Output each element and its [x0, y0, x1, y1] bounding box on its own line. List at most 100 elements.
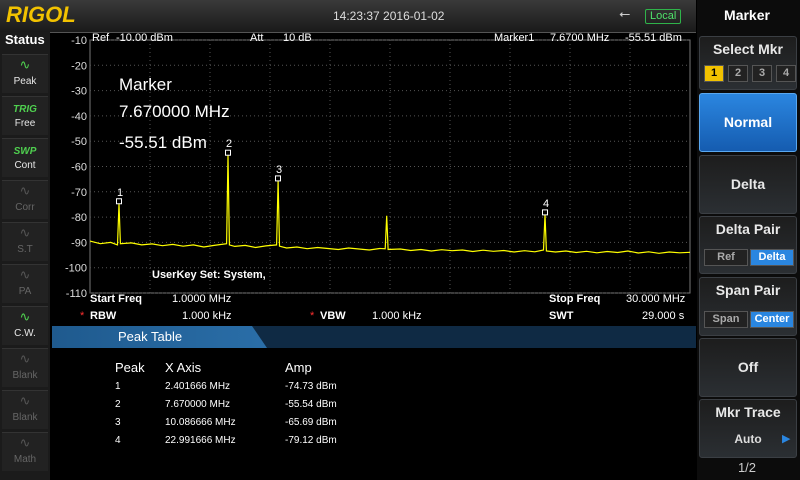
- status-item: ∿ S.T: [2, 222, 48, 261]
- y-tick-label: -10: [71, 35, 87, 47]
- vbw-value: 1.000 kHz: [372, 310, 422, 322]
- y-tick-label: -30: [71, 86, 87, 98]
- table-cell: 2.401666 MHz: [165, 381, 231, 392]
- table-cell: 1: [115, 381, 121, 392]
- marker-label: 4: [543, 198, 549, 210]
- usb-icon: ⭠: [619, 5, 631, 21]
- ref-label: Ref: [92, 32, 110, 44]
- y-tick-label: -110: [66, 288, 87, 300]
- table-cell: -55.54 dBm: [285, 399, 337, 410]
- status-item: ∿ Peak: [2, 54, 48, 93]
- softkey[interactable]: Off: [699, 338, 797, 397]
- status-label: Free: [14, 118, 36, 129]
- softkey-label: Delta: [730, 175, 766, 192]
- status-panel: Status ∿ Peak TRIG Free SWP Cont ∿ Corr ∿ S.T ∿ PA ∿…: [0, 32, 50, 480]
- status-label: Blank: [12, 412, 38, 423]
- datetime: 14:23:37 2016-01-02: [333, 9, 445, 23]
- userkey: UserKey Set: System,: [152, 269, 266, 281]
- status-item: ∿ Math: [2, 432, 48, 471]
- status-icon: ∿: [19, 57, 31, 72]
- softkey-arrow: ▶: [782, 433, 791, 445]
- status-item: SWP Cont: [2, 138, 48, 177]
- status-icon: ∿: [19, 309, 31, 324]
- rbw-label: RBW: [90, 310, 117, 322]
- status-title: Status: [5, 32, 45, 47]
- softkey-label: Normal: [723, 113, 773, 130]
- softkey-option[interactable]: Span: [704, 311, 748, 328]
- peak-marker: [275, 175, 281, 182]
- table-cell: -79.12 dBm: [285, 435, 337, 446]
- status-item: TRIG Free: [2, 96, 48, 135]
- readout-freq: 7.670000 MHz: [119, 102, 230, 121]
- y-tick-label: -70: [71, 187, 87, 199]
- softkey-label: Delta Pair: [715, 221, 781, 237]
- status-icon: ∿: [19, 393, 31, 408]
- rbw-flag: *: [80, 310, 85, 322]
- start-label: Start Freq: [90, 293, 142, 305]
- status-label: Math: [13, 454, 37, 465]
- softkey-option[interactable]: Ref: [704, 249, 748, 266]
- table-header: X Axis: [165, 360, 202, 375]
- status-label: Peak: [13, 76, 37, 87]
- peak-marker: [115, 198, 122, 205]
- header-bar: RIGOL 14:23:37 2016-01-02 ⭠ Local: [0, 0, 696, 33]
- peak-marker: [542, 209, 548, 216]
- softkey-option[interactable]: 1: [704, 65, 724, 82]
- softkey-option[interactable]: Center: [750, 311, 794, 328]
- softkey-menu: Marker 1/2 Select Mkr 1 2 3 4 Normal Delta Delt…: [697, 0, 800, 480]
- marker-label: 1: [117, 187, 123, 199]
- status-label: Cont: [14, 160, 36, 171]
- softkey-option[interactable]: Delta: [750, 249, 794, 266]
- y-tick-label: -50: [71, 136, 87, 148]
- softkey-option[interactable]: 2: [728, 65, 748, 82]
- softkey-option[interactable]: 3: [752, 65, 772, 82]
- att-value: 10 dB: [283, 32, 312, 44]
- stop-value: 30.000 MHz: [626, 293, 686, 305]
- y-tick-label: -40: [71, 111, 87, 123]
- menu-title: Marker: [724, 7, 770, 23]
- softkey[interactable]: Delta Pair Ref Delta: [699, 216, 797, 274]
- att-label: Att: [250, 32, 264, 44]
- marker-label: 3: [276, 164, 282, 176]
- status-icon: ∿: [19, 225, 31, 240]
- status-label: S.T: [17, 244, 33, 255]
- rbw-value: 1.000 kHz: [182, 310, 232, 322]
- softkey[interactable]: Span Pair Span Center: [699, 277, 797, 336]
- softkey-label: Span Pair: [715, 282, 781, 298]
- table-cell: 3: [115, 417, 121, 428]
- remote-status: Local: [645, 9, 682, 24]
- readout-title: Marker: [119, 75, 172, 94]
- status-label: Blank: [12, 370, 38, 381]
- table-cell: 2: [115, 399, 121, 410]
- status-icon: ∿: [19, 183, 31, 198]
- softkey[interactable]: Select Mkr 1 2 3 4: [699, 36, 797, 90]
- status-item: ∿ Blank: [2, 348, 48, 387]
- table-cell: -74.73 dBm: [285, 381, 337, 392]
- table-cell: 4: [115, 435, 121, 446]
- status-icon: ∿: [19, 267, 31, 282]
- marker-label: Marker1: [494, 32, 535, 44]
- softkey[interactable]: Mkr Trace Auto ▶: [699, 399, 797, 458]
- status-item: ∿ Blank: [2, 390, 48, 429]
- softkey-option[interactable]: 4: [776, 65, 796, 82]
- swt-value: 29.000 s: [642, 310, 685, 322]
- swt-label: SWT: [549, 310, 574, 322]
- softkey[interactable]: Delta: [699, 155, 797, 214]
- peak-table-tab: [52, 326, 267, 348]
- table-cell: 10.086666 MHz: [165, 417, 236, 428]
- marker-freq: 7.6700 MHz: [550, 32, 610, 44]
- stop-label: Stop Freq: [549, 293, 601, 305]
- softkey-value: Auto: [734, 432, 762, 446]
- y-tick-label: -90: [71, 237, 87, 249]
- softkey-label: Mkr Trace: [715, 404, 781, 420]
- ref-value: -10.00 dBm: [116, 32, 173, 44]
- status-icon: ∿: [19, 351, 31, 366]
- y-tick-label: -60: [71, 162, 87, 174]
- table-cell: 22.991666 MHz: [165, 435, 236, 446]
- peak-table-title: Peak Table: [118, 329, 183, 344]
- softkey[interactable]: Normal: [699, 93, 797, 152]
- marker-label: 2: [226, 138, 232, 150]
- y-tick-label: -80: [71, 212, 87, 224]
- status-icon: ∿: [19, 435, 31, 450]
- table-header: Peak: [115, 360, 145, 375]
